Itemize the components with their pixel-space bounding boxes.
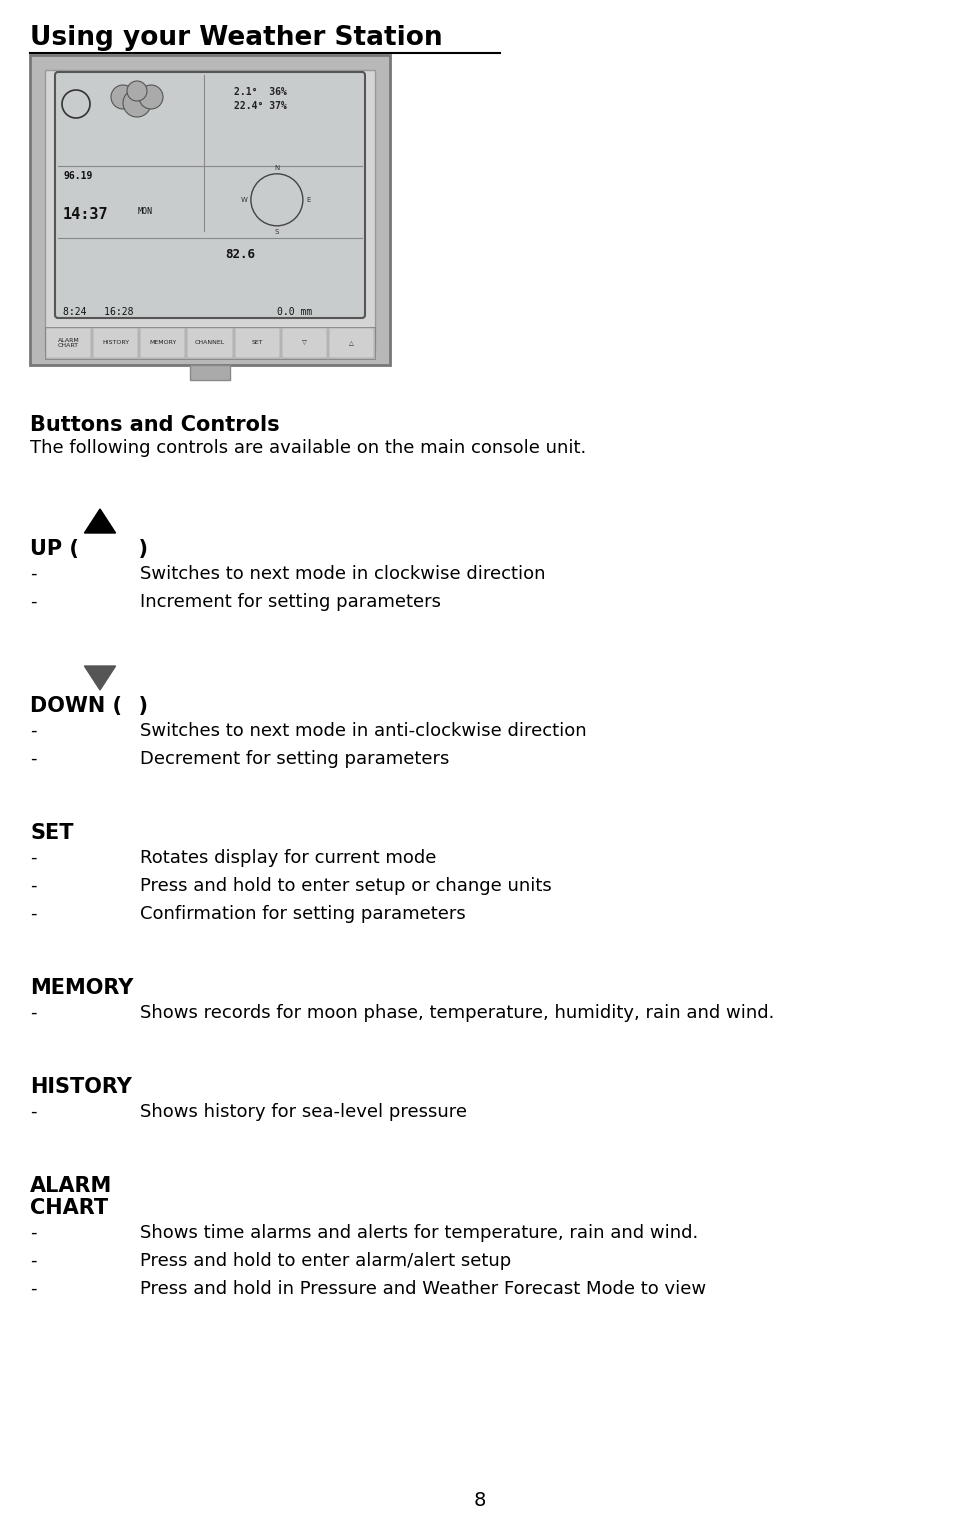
Text: ): ) xyxy=(124,696,148,716)
Text: Press and hold to enter setup or change units: Press and hold to enter setup or change … xyxy=(140,878,552,894)
Text: Decrement for setting parameters: Decrement for setting parameters xyxy=(140,751,449,768)
Bar xyxy=(329,329,374,358)
Text: ALARM: ALARM xyxy=(30,1176,112,1196)
Text: -: - xyxy=(30,1280,36,1298)
Text: -: - xyxy=(30,878,36,894)
Text: S: S xyxy=(275,229,279,235)
Text: -: - xyxy=(30,1005,36,1021)
Text: The following controls are available on the main console unit.: The following controls are available on … xyxy=(30,439,587,457)
Text: -: - xyxy=(30,722,36,740)
Bar xyxy=(45,327,375,359)
Text: -: - xyxy=(30,905,36,924)
Text: Shows history for sea-level pressure: Shows history for sea-level pressure xyxy=(140,1102,467,1121)
Bar xyxy=(234,329,279,358)
Text: Rotates display for current mode: Rotates display for current mode xyxy=(140,849,437,867)
Bar xyxy=(187,329,232,358)
Text: -: - xyxy=(30,1102,36,1121)
Circle shape xyxy=(139,86,163,109)
Polygon shape xyxy=(84,509,115,534)
Text: N: N xyxy=(275,165,279,171)
Text: Press and hold in Pressure and Weather Forecast Mode to view: Press and hold in Pressure and Weather F… xyxy=(140,1280,707,1298)
Text: CHANNEL: CHANNEL xyxy=(195,341,226,346)
Bar xyxy=(46,329,91,358)
Text: -: - xyxy=(30,751,36,768)
Text: -: - xyxy=(30,593,36,612)
Circle shape xyxy=(123,89,151,118)
Text: HISTORY: HISTORY xyxy=(102,341,130,346)
FancyBboxPatch shape xyxy=(45,70,375,350)
Text: Confirmation for setting parameters: Confirmation for setting parameters xyxy=(140,905,466,924)
Text: CHART: CHART xyxy=(30,1199,108,1219)
Text: △: △ xyxy=(349,341,354,346)
Text: Using your Weather Station: Using your Weather Station xyxy=(30,24,443,50)
Polygon shape xyxy=(84,667,115,690)
Text: Switches to next mode in anti-clockwise direction: Switches to next mode in anti-clockwise … xyxy=(140,722,587,740)
Circle shape xyxy=(111,86,135,109)
Text: -: - xyxy=(30,566,36,583)
Text: DOWN (: DOWN ( xyxy=(30,696,122,716)
Text: Buttons and Controls: Buttons and Controls xyxy=(30,414,279,434)
Bar xyxy=(93,329,138,358)
Text: MEMORY: MEMORY xyxy=(149,341,177,346)
Text: E: E xyxy=(306,197,310,203)
Text: HISTORY: HISTORY xyxy=(30,1076,132,1096)
Text: 82.6: 82.6 xyxy=(226,248,255,261)
Text: 2.1°  36%: 2.1° 36% xyxy=(234,87,287,96)
Circle shape xyxy=(127,81,147,101)
Text: ): ) xyxy=(124,540,148,560)
Text: 14:37: 14:37 xyxy=(63,206,108,222)
Text: MON: MON xyxy=(138,206,153,216)
Text: SET: SET xyxy=(30,823,74,842)
Bar xyxy=(140,329,185,358)
Text: Shows records for moon phase, temperature, humidity, rain and wind.: Shows records for moon phase, temperatur… xyxy=(140,1005,775,1021)
Text: -: - xyxy=(30,849,36,867)
Text: SET: SET xyxy=(252,341,263,346)
Text: 22.4° 37%: 22.4° 37% xyxy=(234,101,287,112)
Text: Switches to next mode in clockwise direction: Switches to next mode in clockwise direc… xyxy=(140,566,545,583)
Text: MEMORY: MEMORY xyxy=(30,979,133,998)
Text: 8: 8 xyxy=(474,1491,486,1511)
FancyBboxPatch shape xyxy=(30,55,390,365)
Text: 96.19: 96.19 xyxy=(63,171,92,182)
Text: 8:24   16:28: 8:24 16:28 xyxy=(63,307,133,317)
Text: Press and hold to enter alarm/alert setup: Press and hold to enter alarm/alert setu… xyxy=(140,1252,512,1271)
Text: ALARM
CHART: ALARM CHART xyxy=(58,338,80,349)
Text: -: - xyxy=(30,1252,36,1271)
FancyBboxPatch shape xyxy=(55,72,365,318)
Text: Increment for setting parameters: Increment for setting parameters xyxy=(140,593,441,612)
Text: 0.0 mm: 0.0 mm xyxy=(276,307,312,317)
Text: -: - xyxy=(30,1225,36,1242)
Text: Shows time alarms and alerts for temperature, rain and wind.: Shows time alarms and alerts for tempera… xyxy=(140,1225,698,1242)
Text: W: W xyxy=(241,197,248,203)
Bar xyxy=(190,365,230,381)
Bar xyxy=(281,329,326,358)
Text: UP (: UP ( xyxy=(30,540,79,560)
Text: ▽: ▽ xyxy=(301,341,306,346)
